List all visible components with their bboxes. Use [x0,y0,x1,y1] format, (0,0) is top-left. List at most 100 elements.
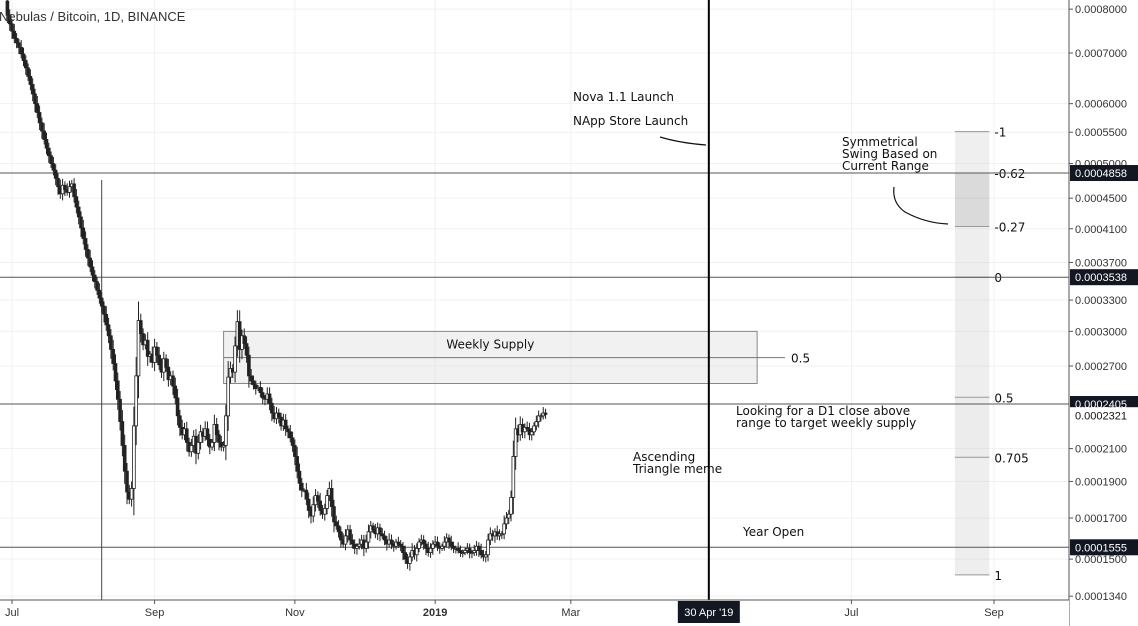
candle-body [132,425,136,489]
candle-body [414,547,419,556]
candle [288,424,293,443]
candle [509,490,513,522]
candle [12,24,17,44]
annotation-swing-1: Symmetrical [842,135,918,149]
candle-body [5,0,10,16]
candle-body [189,445,194,453]
candle [37,105,42,130]
candle [513,417,518,470]
weekly-supply-label: Weekly Supply [446,337,534,351]
candle-body [28,75,33,85]
candle-body [247,354,251,377]
candle-body [141,333,145,346]
candle-body [21,53,26,61]
candle-body [33,93,37,105]
candle [293,439,297,466]
grid-lines [0,0,1069,600]
candle-body [276,412,281,418]
candle [242,328,247,349]
candle [7,9,12,31]
candle-body [253,384,258,390]
candle [258,381,263,398]
y-tick-label: 0.0006000 [1075,99,1127,111]
candle [428,543,433,558]
candle [297,463,302,491]
annotation-d1-close-1: Looking for a D1 close above [736,404,910,418]
candle-body [502,523,506,535]
candle [219,435,224,452]
candle-body [348,529,352,541]
candle [421,535,426,550]
candle [472,544,477,557]
candle [115,372,120,410]
candle-body [380,533,385,537]
candle [111,339,115,371]
candle-body [477,545,481,551]
candle [184,421,189,452]
candle-body [242,335,247,345]
candle [283,414,288,436]
candle-body [30,84,35,95]
price-tag-box [1070,165,1138,182]
candle [378,523,382,542]
annotation-year-open: Year Open [742,525,804,539]
candle [467,543,472,559]
candle-body [311,504,316,517]
candle-body [428,547,433,554]
candle-body [63,184,67,190]
candle-body [125,470,129,493]
candle-body [396,541,401,545]
candle [523,423,527,439]
candle-body [371,525,375,531]
candle [431,540,435,555]
candle-body [339,531,343,541]
candle-body [134,375,138,427]
candle-body [398,543,403,547]
fib-level-label: 0 [994,271,1002,285]
candle [322,503,327,521]
candle [325,489,329,515]
candle-body [10,23,14,32]
candle [357,538,362,550]
candle [251,375,256,390]
candle [306,492,311,519]
annotation-napp-launch: NApp Store Launch [573,114,688,128]
candle [118,390,122,431]
candle-body [90,266,95,276]
candle [336,520,341,538]
candle-body [56,177,60,188]
candle-body [364,541,368,549]
candle [157,346,161,371]
candle-body [51,163,56,171]
y-tick-label: 0.0004500 [1075,193,1127,205]
candle [40,117,44,139]
napp-arrow [659,136,707,146]
candle-body [486,539,490,556]
price-axis-bg [1069,0,1138,626]
candle [56,173,60,195]
candle-body [37,112,42,124]
y-tick-label: 0.0008000 [1075,4,1127,16]
candle [86,244,90,266]
candle [30,78,35,102]
candle [51,156,56,176]
candle [171,370,175,395]
candle [543,408,548,419]
candle [417,538,421,553]
candle [447,534,451,549]
candle-body [382,535,387,541]
candle [339,526,343,548]
candle [224,404,228,461]
candle-body [421,539,426,545]
candle [350,534,355,549]
candle [458,545,463,557]
candle [120,410,125,457]
candle-body [122,445,127,472]
candle-body [449,541,454,547]
price-tag-box [1070,539,1138,556]
candle-body [228,368,233,378]
candle [74,189,79,214]
candle-body [46,147,51,157]
candle-body [509,496,513,515]
